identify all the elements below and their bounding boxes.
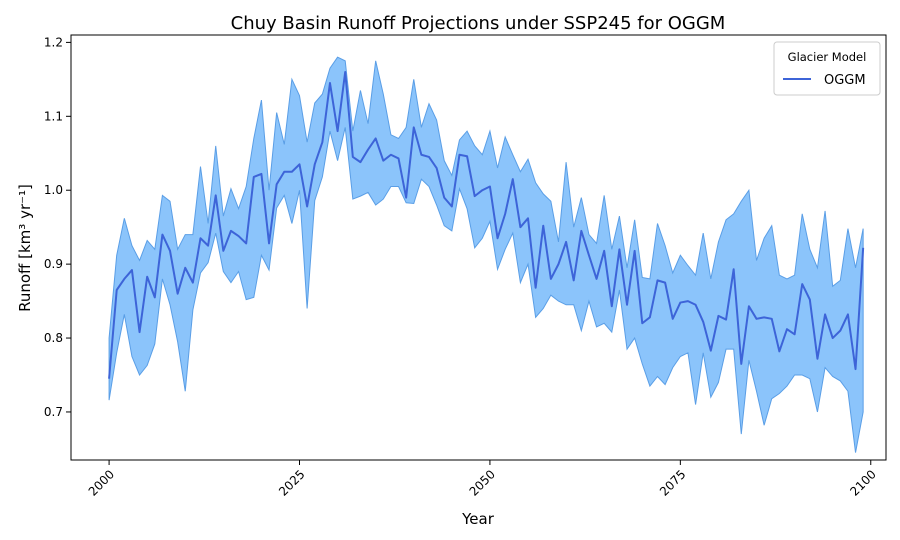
y-tick-label: 1.0 (44, 183, 63, 197)
legend-label-oggm: OGGM (824, 73, 866, 88)
y-tick-label: 0.7 (44, 405, 63, 419)
oggm-runoff-line (108, 70, 865, 379)
plot-frame (70, 34, 887, 461)
y-axis-ticks: 0.7 0.8 0.9 1.0 1.1 1.2 (44, 35, 71, 419)
y-axis-label: Runoff [km³ yr⁻¹] (16, 184, 34, 312)
x-tick-label: 2075 (657, 467, 688, 498)
plot-area (70, 34, 887, 461)
y-tick-label: 1.1 (44, 109, 63, 123)
x-tick-label: 2025 (276, 467, 307, 498)
x-tick-label: 2100 (847, 467, 878, 498)
y-tick-label: 1.2 (44, 35, 63, 49)
x-axis-label: Year (461, 510, 495, 528)
x-axis-ticks: 2000 2025 2050 2075 2100 (86, 460, 879, 499)
chart-title: Chuy Basin Runoff Projections under SSP2… (231, 13, 726, 34)
y-tick-label: 0.8 (44, 331, 63, 345)
legend-box (773, 41, 881, 96)
x-tick-label: 2000 (86, 467, 117, 498)
legend: Glacier Model OGGM (773, 41, 881, 96)
legend-title: Glacier Model (788, 50, 867, 64)
x-tick-label: 2050 (467, 467, 498, 498)
runoff-range-band (108, 56, 864, 453)
y-tick-label: 0.9 (44, 257, 63, 271)
